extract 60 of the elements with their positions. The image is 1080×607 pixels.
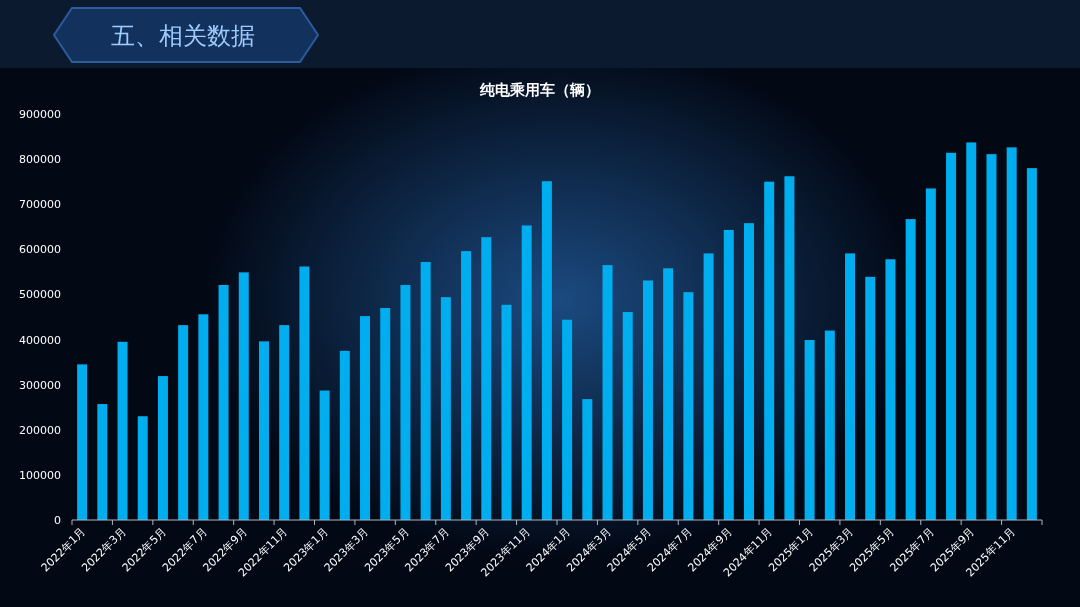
- bar: [804, 340, 815, 520]
- bar: [1026, 168, 1037, 520]
- bar: [1006, 147, 1017, 520]
- bar: [743, 223, 754, 520]
- bar: [562, 319, 573, 520]
- bar: [946, 152, 957, 520]
- y-tick-label: 800000: [19, 153, 61, 167]
- bar: [157, 376, 168, 520]
- bar: [319, 390, 330, 520]
- bar: [339, 350, 350, 520]
- bar: [764, 181, 775, 520]
- bar: [238, 272, 249, 520]
- bar: [966, 142, 977, 520]
- bar: [622, 312, 633, 520]
- bar: [299, 266, 310, 520]
- text: 五、相关数据: [111, 22, 255, 50]
- y-tick-label: 600000: [19, 243, 61, 257]
- bar: [178, 325, 189, 520]
- bar: [521, 225, 532, 520]
- bar: [865, 276, 876, 520]
- y-tick-label: 900000: [19, 108, 61, 121]
- bar: [380, 307, 391, 520]
- bar: [885, 259, 896, 520]
- chart-title: 纯电乘用车（辆）: [479, 81, 600, 99]
- bar: [541, 181, 552, 520]
- bar: [360, 316, 371, 520]
- bar: [663, 268, 674, 520]
- bar: [258, 341, 269, 520]
- bar: [703, 253, 714, 520]
- bar: [723, 229, 734, 520]
- bar: [986, 154, 997, 520]
- y-tick-label: 200000: [19, 423, 61, 437]
- bar: [137, 416, 148, 520]
- bar: [925, 188, 936, 520]
- bar: [198, 314, 209, 520]
- y-tick-label: 500000: [19, 288, 61, 302]
- bar: [905, 219, 916, 520]
- bar: [117, 341, 128, 520]
- bar: [400, 284, 411, 520]
- bar: [77, 364, 88, 520]
- bar: [582, 399, 593, 520]
- bar: [642, 280, 653, 520]
- bar: [420, 261, 431, 520]
- bar: [279, 325, 290, 520]
- y-tick-label: 400000: [19, 333, 61, 347]
- bar: [683, 292, 694, 520]
- bar: [97, 404, 108, 520]
- bar: [218, 284, 229, 520]
- bar: [845, 253, 856, 520]
- bar: [784, 176, 795, 520]
- y-tick-label: 300000: [19, 378, 61, 392]
- bar: [501, 304, 512, 520]
- y-tick-label: 100000: [19, 468, 61, 482]
- bar: [440, 297, 451, 520]
- bar: [602, 265, 613, 520]
- y-tick-label: 0: [54, 514, 61, 527]
- bar: [461, 251, 472, 520]
- bar: [481, 237, 492, 520]
- y-tick-label: 700000: [19, 198, 61, 212]
- bar: [824, 330, 835, 520]
